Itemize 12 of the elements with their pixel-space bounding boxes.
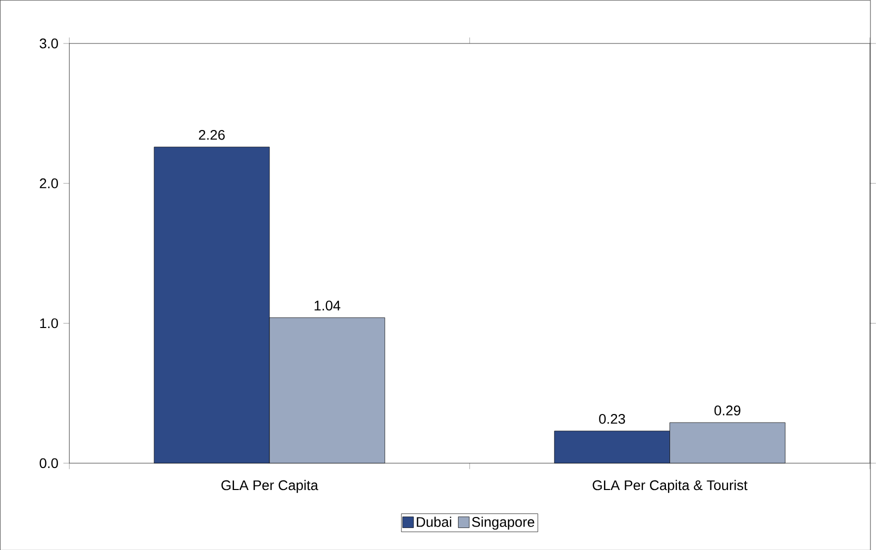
data-label: 2.26: [198, 130, 225, 140]
legend-label: Dubai: [416, 516, 452, 527]
x-tick-label: GLA Per Capita: [221, 480, 318, 493]
data-label: 0.29: [714, 405, 740, 416]
y-tick-label: 2.0: [40, 178, 58, 188]
legend-label: Singapore: [472, 516, 534, 530]
y-tick-label: 3.0: [40, 38, 58, 48]
data-label: 0.23: [599, 414, 626, 424]
x-tick-label: GLA Per Capita & Tourist: [592, 480, 748, 493]
y-tick-label: 1.0: [40, 318, 58, 328]
y-tick-label: 0.0: [40, 458, 58, 468]
data-label: 1.04: [314, 300, 340, 310]
